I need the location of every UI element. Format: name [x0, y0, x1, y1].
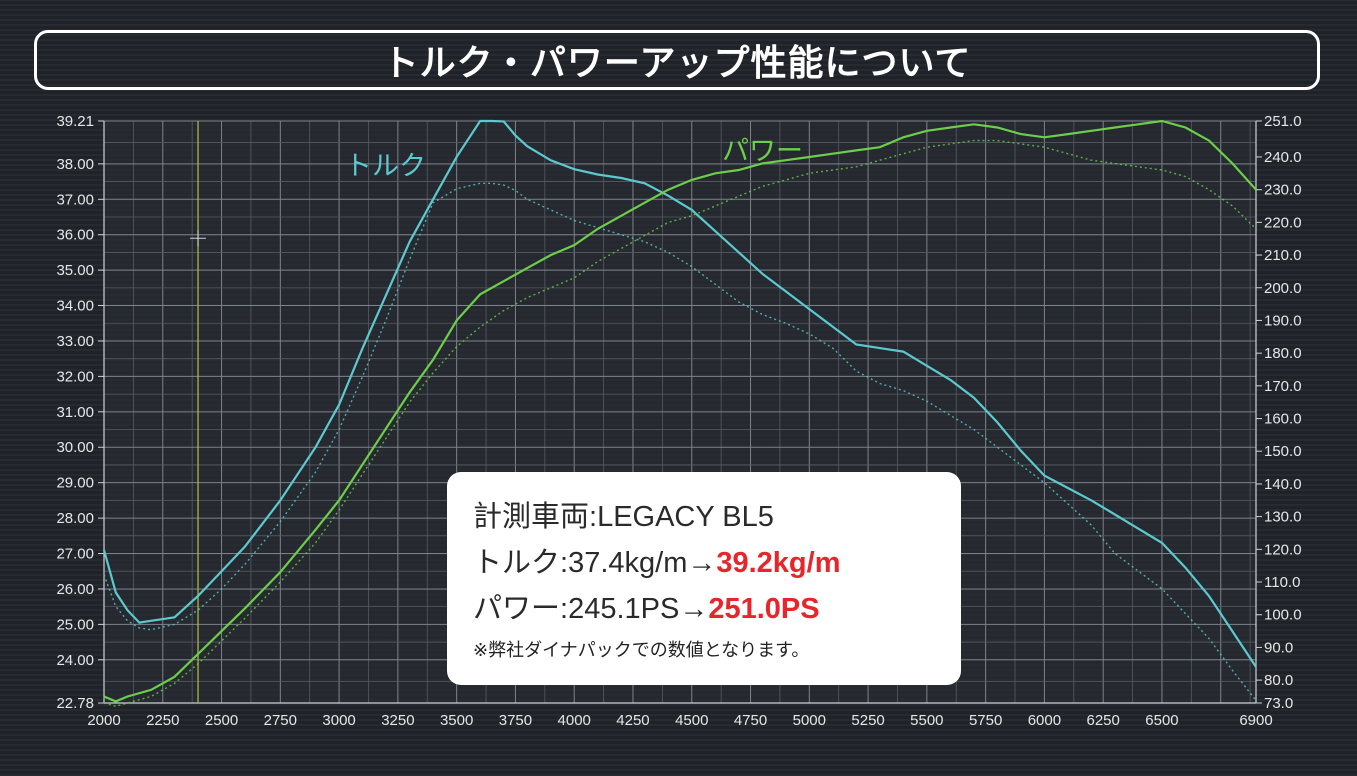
info-panel: 計測車両:LEGACY BL5 トルク:37.4kg/m→39.2kg/m パワ…	[447, 472, 961, 685]
x-tick-label: 5500	[910, 712, 943, 729]
x-tick-label: 6250	[1086, 712, 1119, 729]
y-left-tick-label: 34.00	[56, 298, 94, 315]
power-after: 251.0PS	[708, 593, 820, 625]
y-right-tick-label: 240.0	[1264, 149, 1302, 166]
y-left-tick-label: 35.00	[56, 262, 94, 279]
vehicle-label: 計測車両:	[473, 501, 598, 533]
y-right-tick-label: 200.0	[1264, 280, 1302, 297]
y-right-tick-label: 170.0	[1264, 378, 1302, 395]
x-tick-label: 5750	[969, 712, 1002, 729]
y-left-tick-label: 22.78	[56, 695, 94, 712]
power-baseline-line	[103, 139, 1257, 708]
y-right-tick-label: 230.0	[1264, 182, 1302, 199]
vehicle-name: LEGACY BL5	[597, 501, 774, 533]
power-line: パワー:245.1PS→251.0PS	[473, 586, 961, 632]
torque-arrow: →	[687, 547, 717, 579]
x-tick-label: 3750	[499, 712, 532, 729]
torque-before: 37.4kg/m	[568, 547, 688, 579]
page-title: トルク・パワーアップ性能について	[382, 43, 972, 84]
measurement-note: ※弊社ダイナパックでの数値となります。	[473, 640, 810, 661]
y-right-tick-label: 140.0	[1264, 476, 1302, 493]
y-left-tick-label: 37.00	[56, 191, 94, 208]
y-left-tick-label: 38.00	[56, 156, 94, 173]
power-before: 245.1PS	[568, 593, 680, 625]
y-right-tick-label: 110.0	[1264, 574, 1300, 591]
y-right-tick-label: 251.0	[1264, 113, 1302, 130]
x-tick-label: 4000	[558, 712, 591, 729]
x-tick-label: 2250	[146, 712, 179, 729]
x-tick-label: 3250	[381, 712, 414, 729]
vehicle-line: 計測車両:LEGACY BL5	[473, 494, 961, 540]
x-tick-label: 2000	[87, 712, 120, 729]
title-banner: トルク・パワーアップ性能について	[34, 30, 1320, 90]
x-tick-label: 4750	[734, 712, 767, 729]
y-right-tick-label: 160.0	[1264, 411, 1302, 428]
torque-line: トルク:37.4kg/m→39.2kg/m	[473, 540, 961, 586]
y-right-tick-label: 210.0	[1264, 247, 1302, 264]
power-series-label: パワー	[722, 136, 803, 167]
x-tick-label: 6000	[1028, 712, 1061, 729]
power-tuned-line	[103, 119, 1257, 703]
x-tick-label: 5250	[851, 712, 884, 729]
y-left-tick-label: 25.00	[56, 616, 94, 633]
x-tick-label: 4250	[616, 712, 649, 729]
x-tick-label: 3500	[440, 712, 473, 729]
y-right-tick-label: 190.0	[1264, 312, 1302, 329]
x-tick-label: 2500	[205, 712, 238, 729]
y-left-tick-label: 27.00	[56, 546, 94, 563]
x-tick-label: 2750	[264, 712, 297, 729]
y-left-tick-label: 26.00	[56, 581, 94, 598]
x-tick-label: 6500	[1145, 712, 1178, 729]
y-right-tick-label: 130.0	[1264, 509, 1302, 526]
y-right-tick-label: 180.0	[1264, 345, 1302, 362]
y-right-tick-label: 80.0	[1264, 672, 1293, 689]
y-left-tick-label: 31.00	[56, 404, 94, 421]
y-right-tick-label: 220.0	[1264, 214, 1302, 231]
x-tick-label: 4500	[675, 712, 708, 729]
y-left-tick-label: 30.00	[56, 439, 94, 456]
y-left-tick-label: 39.21	[56, 113, 94, 130]
y-right-tick-label: 120.0	[1264, 541, 1302, 558]
y-left-tick-label: 33.00	[56, 333, 94, 350]
power-label: パワー:	[473, 593, 569, 625]
y-right-tick-label: 100.0	[1264, 607, 1302, 624]
power-arrow: →	[679, 593, 709, 625]
y-left-tick-label: 32.00	[56, 368, 94, 385]
y-left-tick-label: 28.00	[56, 510, 94, 527]
x-tick-label: 3000	[322, 712, 355, 729]
torque-after: 39.2kg/m	[716, 547, 841, 579]
y-right-tick-label: 73.0	[1264, 695, 1293, 712]
y-left-tick-label: 36.00	[56, 227, 94, 244]
y-left-tick-label: 29.00	[56, 475, 94, 492]
x-tick-label: 6900	[1239, 712, 1272, 729]
y-right-tick-label: 150.0	[1264, 443, 1302, 460]
torque-series-label: トルク	[345, 151, 426, 182]
x-tick-label: 5000	[793, 712, 826, 729]
torque-tuned-line	[102, 119, 1257, 668]
y-right-tick-label: 90.0	[1264, 639, 1293, 656]
torque-label: トルク:	[473, 547, 569, 579]
y-left-tick-label: 24.00	[56, 652, 94, 669]
